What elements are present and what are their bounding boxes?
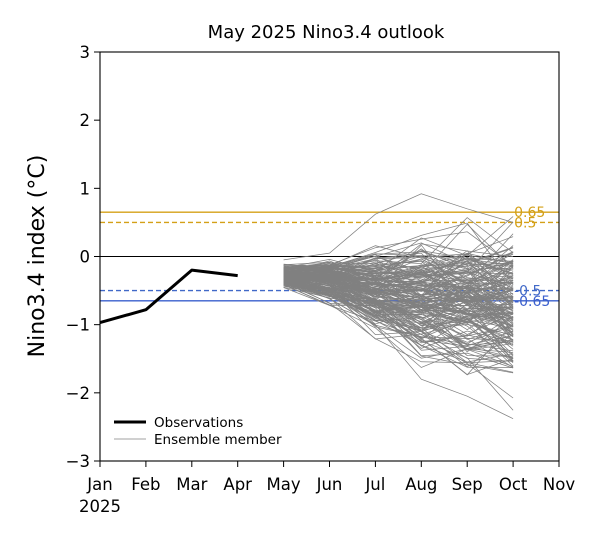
ensemble-member	[283, 217, 514, 270]
ensemble-member	[283, 279, 514, 334]
ensemble-member	[283, 275, 514, 315]
y-axis-ticks: −3 −2 −1 0 1 2 3	[66, 43, 100, 471]
threshold-labels: 0.650.5 -0.5-0.65	[514, 205, 550, 310]
y-tick-label: 2	[80, 111, 91, 130]
ensemble-member	[283, 252, 514, 305]
y-tick-label: −3	[66, 452, 90, 471]
y-tick-label: 3	[80, 43, 91, 62]
ensemble-member	[283, 222, 514, 286]
y-axis-label: Nino3.4 index (°C)	[25, 155, 50, 358]
x-tick-label: Sep	[452, 475, 483, 494]
x-tick-label: Oct	[499, 475, 528, 494]
ensemble-member	[283, 279, 514, 357]
ensemble-member	[283, 283, 514, 368]
ensemble-member	[283, 267, 514, 305]
ensemble-member	[283, 275, 514, 322]
ensemble-member	[283, 276, 514, 319]
ensemble-member	[283, 280, 514, 323]
ensemble-member	[283, 252, 514, 295]
ensemble-member	[283, 275, 514, 321]
legend-observations-label: Observations	[154, 415, 243, 431]
threshold-label-2: -0.5	[514, 284, 541, 300]
x-tick-label: Mar	[176, 475, 207, 494]
y-tick-label: −1	[66, 316, 90, 335]
x-tick-label: Aug	[405, 475, 437, 494]
x-tick-label: Jan	[86, 475, 112, 494]
ensemble-member	[283, 193, 514, 261]
observations-path	[99, 268, 238, 325]
y-tick-label: 0	[80, 248, 91, 267]
ensemble-member	[283, 268, 514, 302]
ensemble-member	[283, 263, 514, 287]
chart-title: May 2025 Nino3.4 outlook	[208, 22, 445, 43]
ensemble-member	[283, 260, 514, 319]
x-tick-label: Nov	[543, 475, 575, 494]
ensemble-member	[283, 282, 514, 364]
ensemble-member	[283, 236, 514, 270]
year-label: 2025	[79, 497, 121, 516]
y-tick-label: −2	[66, 384, 90, 403]
ensemble-member	[283, 281, 514, 345]
ensemble-member	[283, 271, 514, 291]
ensemble-member	[283, 223, 514, 275]
ensemble-lines	[283, 193, 514, 420]
x-tick-label: May	[267, 475, 301, 494]
ensemble-member	[283, 275, 514, 336]
legend: Observations Ensemble member	[114, 415, 282, 448]
x-tick-label: Feb	[131, 475, 160, 494]
threshold-label-0: 0.65	[514, 205, 545, 221]
threshold-label-3: -0.65	[514, 294, 550, 310]
ensemble-member	[283, 266, 514, 315]
ensemble-member	[283, 216, 514, 272]
ensemble-member	[283, 221, 514, 273]
threshold-label-1: 0.5	[514, 215, 536, 231]
ensemble-member	[283, 283, 514, 359]
observations-line	[99, 268, 238, 325]
x-tick-label: Jul	[364, 475, 385, 494]
ensemble-member	[283, 283, 514, 420]
legend-ensemble-label: Ensemble member	[154, 432, 282, 448]
ensemble-member	[283, 276, 514, 363]
x-tick-label: Apr	[223, 475, 252, 494]
ensemble-member	[283, 263, 514, 286]
ensemble-member	[283, 275, 514, 350]
y-tick-label: 1	[80, 179, 91, 198]
x-axis-ticks: Jan Feb Mar Apr May Jun Jul Aug Sep Oct Nov	[86, 461, 575, 494]
x-tick-label: Jun	[316, 475, 343, 494]
